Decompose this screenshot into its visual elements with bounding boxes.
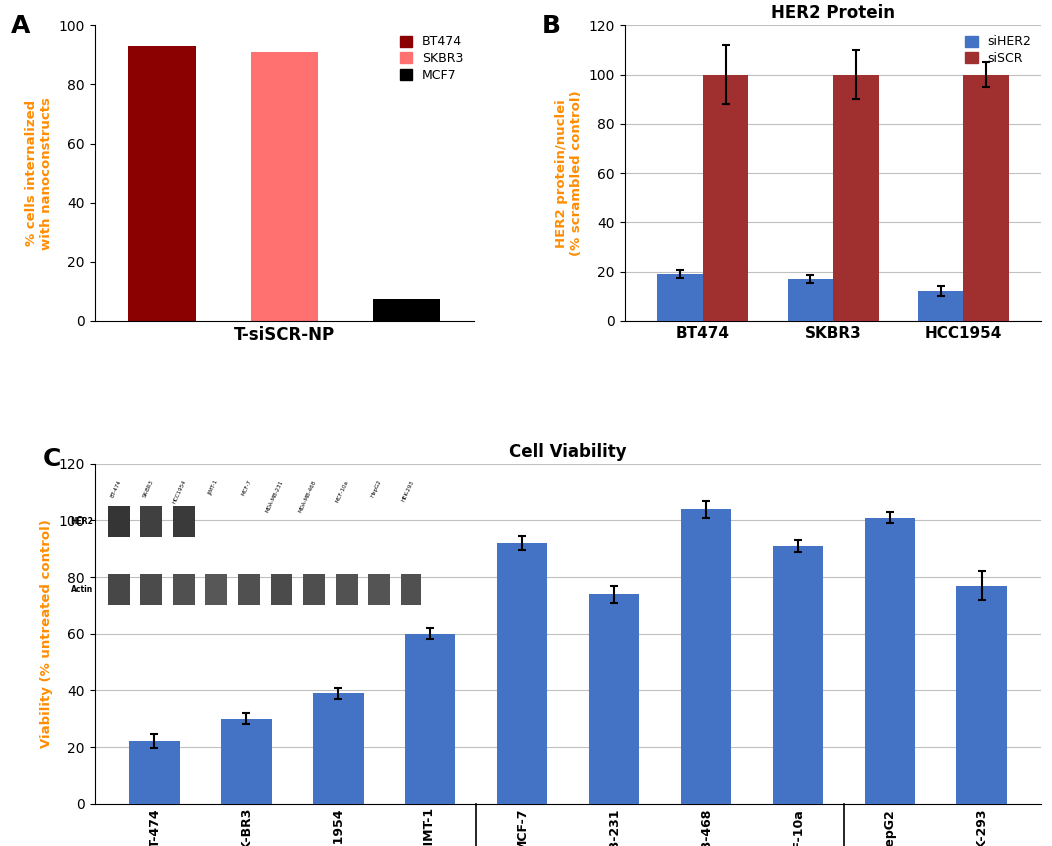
Bar <box>788 279 833 321</box>
Bar <box>221 719 271 804</box>
Bar <box>372 299 440 321</box>
Bar <box>681 509 731 804</box>
Bar <box>917 291 964 321</box>
Y-axis label: HER2 protein/nuclei
(% scrambled control): HER2 protein/nuclei (% scrambled control… <box>555 91 583 256</box>
Bar <box>865 518 915 804</box>
Text: B: B <box>542 14 561 37</box>
Legend: siHER2, siSCR: siHER2, siSCR <box>962 31 1035 69</box>
Bar <box>658 274 703 321</box>
Text: C: C <box>42 447 61 471</box>
Y-axis label: Viability (% untreated control): Viability (% untreated control) <box>40 519 53 748</box>
Title: Cell Viability: Cell Viability <box>509 443 627 461</box>
Bar <box>589 594 640 804</box>
Bar <box>129 741 180 804</box>
Legend: BT474, SKBR3, MCF7: BT474, SKBR3, MCF7 <box>396 31 467 85</box>
Bar <box>772 546 823 804</box>
Bar <box>956 585 1007 804</box>
Bar <box>313 693 364 804</box>
Y-axis label: % cells internalized
with nanoconstructs: % cells internalized with nanoconstructs <box>25 96 53 250</box>
X-axis label: T-siSCR-NP: T-siSCR-NP <box>234 327 335 344</box>
Bar <box>497 543 547 804</box>
Bar <box>703 74 748 321</box>
Bar <box>833 74 878 321</box>
Title: HER2 Protein: HER2 Protein <box>771 4 895 23</box>
Bar <box>964 74 1009 321</box>
Bar <box>405 634 456 804</box>
Text: A: A <box>12 14 31 37</box>
Bar <box>128 46 196 321</box>
Bar <box>250 52 318 321</box>
